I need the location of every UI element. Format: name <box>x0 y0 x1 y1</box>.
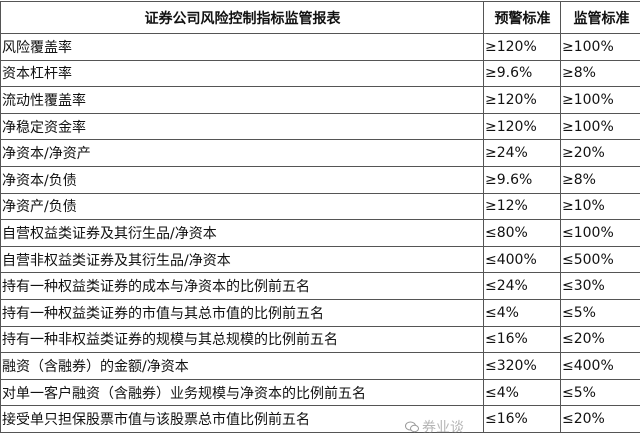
regulatory-standard-cell: ≥8% <box>560 165 640 194</box>
regulatory-standard-cell: ≥100% <box>560 86 640 114</box>
warning-standard-cell: ≥120% <box>483 112 561 141</box>
regulatory-standard-cell: ≥8% <box>560 59 640 88</box>
table-row: 接受单只担保股票市值与该股票总市值比例前五名 ≤16% ≤20% <box>0 405 640 433</box>
table-row: 净稳定资金率 ≥120% ≥100% <box>0 112 640 141</box>
table-row: 净资产/负债 ≥12% ≥10% <box>0 192 640 221</box>
watermark: 券业谈 <box>405 417 464 437</box>
warning-standard-cell: ≥120% <box>483 33 561 61</box>
table-row: 自营非权益类证券及其衍生品/净资本 ≤400% ≤500% <box>0 245 640 274</box>
watermark-text: 券业谈 <box>422 420 464 436</box>
indicator-cell: 资本杠杆率 <box>0 59 484 88</box>
indicator-cell: 融资（含融券）的金额/净资本 <box>0 352 484 380</box>
indicator-cell: 净资产/负债 <box>0 192 484 221</box>
indicator-cell: 自营权益类证券及其衍生品/净资本 <box>0 219 484 247</box>
table-row: 持有一种非权益类证券的规模与其总规模的比例前五名 ≤16% ≤20% <box>0 325 640 354</box>
indicator-cell: 净稳定资金率 <box>0 112 484 141</box>
regulatory-standard-cell: ≥10% <box>560 192 640 221</box>
column-header: 证券公司风险控制指标监管报表 <box>0 1 484 34</box>
table-row: 净资本/净资产 ≥24% ≥20% <box>0 139 640 167</box>
warning-standard-cell: ≥120% <box>483 86 561 114</box>
table-row: 资本杠杆率 ≥9.6% ≥8% <box>0 59 640 88</box>
warning-standard-cell: ≤400% <box>483 245 561 274</box>
column-header: 预警标准 <box>483 1 561 34</box>
indicator-cell: 对单一客户融资（含融券）业务规模与净资本的比例前五名 <box>0 378 484 407</box>
warning-standard-cell: ≤16% <box>483 325 561 354</box>
regulatory-standard-cell: ≤20% <box>560 325 640 354</box>
indicator-cell: 持有一种非权益类证券的规模与其总规模的比例前五名 <box>0 325 484 354</box>
regulatory-standard-cell: ≤100% <box>560 219 640 247</box>
table-row: 风险覆盖率 ≥120% ≥100% <box>0 33 640 61</box>
indicator-cell: 自营非权益类证券及其衍生品/净资本 <box>0 245 484 274</box>
warning-standard-cell: ≤80% <box>483 219 561 247</box>
warning-standard-cell: ≤4% <box>483 298 561 327</box>
warning-standard-cell: ≤4% <box>483 378 561 407</box>
column-header: 监管标准 <box>560 1 640 34</box>
indicator-cell: 接受单只担保股票市值与该股票总市值比例前五名 <box>0 405 484 433</box>
warning-standard-cell: ≥24% <box>483 139 561 167</box>
indicator-cell: 流动性覆盖率 <box>0 86 484 114</box>
table-row: 自营权益类证券及其衍生品/净资本 ≤80% ≤100% <box>0 219 640 247</box>
indicator-cell: 风险覆盖率 <box>0 33 484 61</box>
regulatory-standard-cell: ≤5% <box>560 298 640 327</box>
warning-standard-cell: ≤24% <box>483 272 561 300</box>
indicator-cell: 持有一种权益类证券的成本与净资本的比例前五名 <box>0 272 484 300</box>
header-row: 证券公司风险控制指标监管报表 预警标准 监管标准 <box>0 1 640 34</box>
warning-standard-cell: ≤16% <box>483 405 561 433</box>
regulatory-standard-cell: ≤5% <box>560 378 640 407</box>
table-row: 流动性覆盖率 ≥120% ≥100% <box>0 86 640 114</box>
warning-standard-cell: ≥9.6% <box>483 165 561 194</box>
warning-standard-cell: ≥9.6% <box>483 59 561 88</box>
table-row: 对单一客户融资（含融券）业务规模与净资本的比例前五名 ≤4% ≤5% <box>0 378 640 407</box>
warning-standard-cell: ≥12% <box>483 192 561 221</box>
indicator-cell: 净资本/负债 <box>0 165 484 194</box>
table-row: 持有一种权益类证券的成本与净资本的比例前五名 ≤24% ≤30% <box>0 272 640 300</box>
table-row: 融资（含融券）的金额/净资本 ≤320% ≤400% <box>0 352 640 380</box>
wechat-icon <box>405 421 419 433</box>
regulatory-standard-cell: ≤30% <box>560 272 640 300</box>
table-row: 持有一种权益类证券的市值与其总市值的比例前五名 ≤4% ≤5% <box>0 298 640 327</box>
regulatory-standard-cell: ≤500% <box>560 245 640 274</box>
indicator-cell: 持有一种权益类证券的市值与其总市值的比例前五名 <box>0 298 484 327</box>
regulatory-standard-cell: ≥20% <box>560 139 640 167</box>
regulatory-standard-cell: ≥100% <box>560 33 640 61</box>
indicator-cell: 净资本/净资产 <box>0 139 484 167</box>
table-row: 净资本/负债 ≥9.6% ≥8% <box>0 165 640 194</box>
warning-standard-cell: ≤320% <box>483 352 561 380</box>
regulatory-standard-cell: ≥100% <box>560 112 640 141</box>
regulatory-standard-cell: ≤20% <box>560 405 640 433</box>
regulatory-standard-cell: ≤400% <box>560 352 640 380</box>
